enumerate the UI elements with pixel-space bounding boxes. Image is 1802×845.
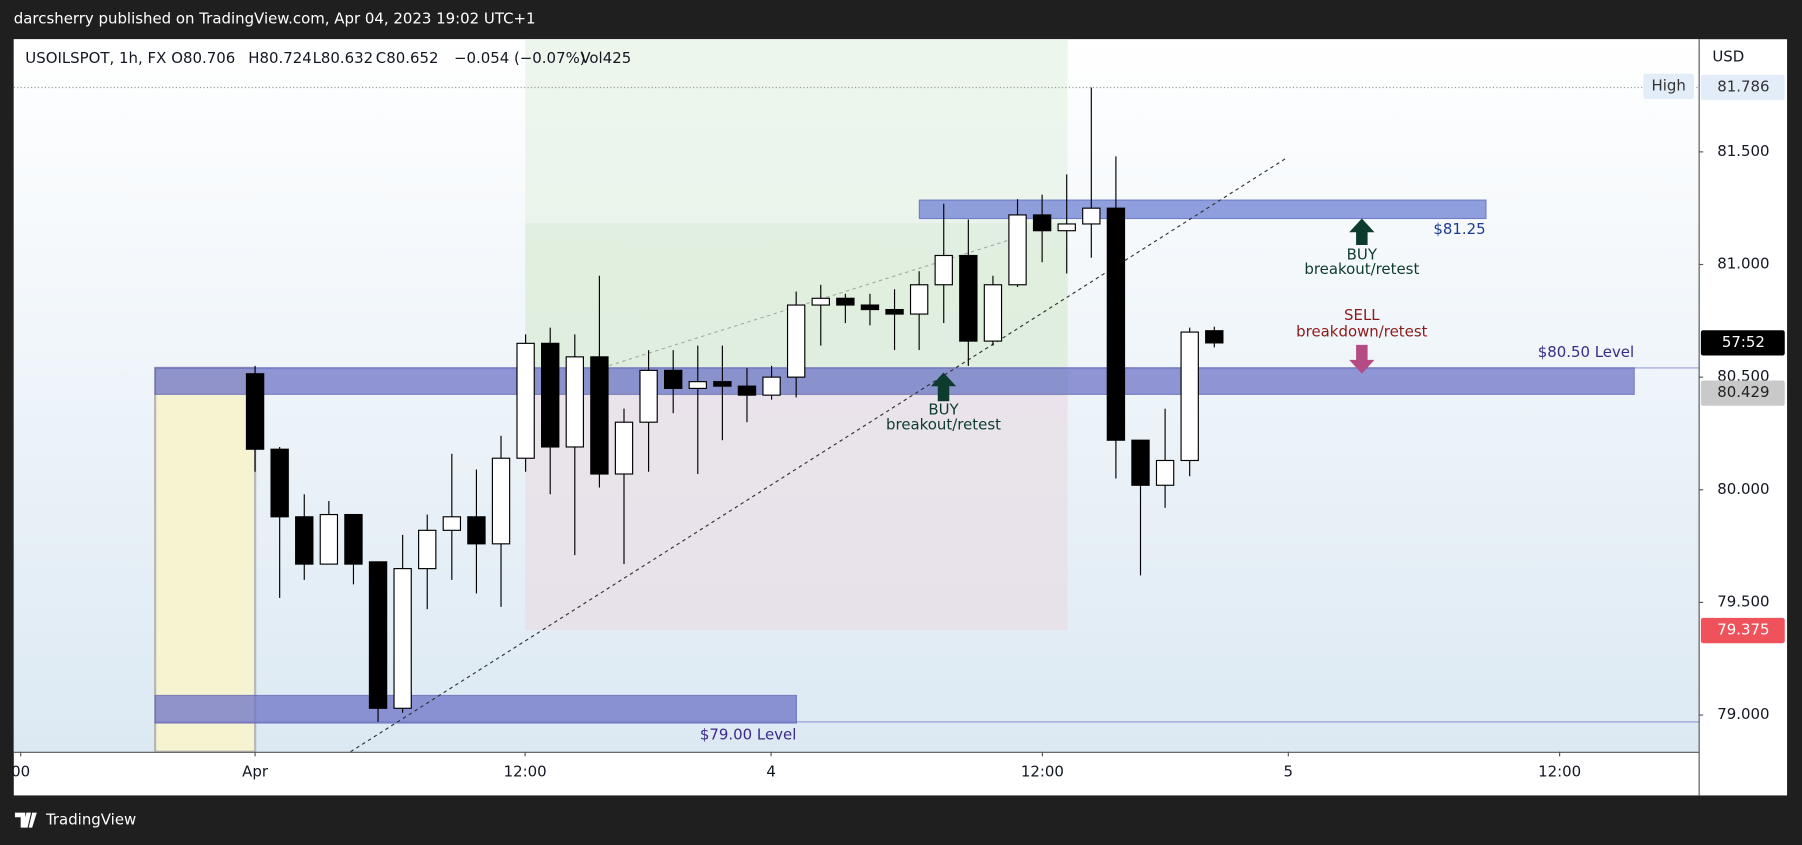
high-marker: High — [1652, 76, 1686, 94]
x-tick-label: Apr — [242, 762, 269, 780]
volume: Vol425 — [580, 49, 631, 67]
candle-body — [762, 376, 781, 396]
candle-body — [786, 304, 806, 378]
buy-arrow — [930, 372, 957, 402]
annotation: BUY — [928, 400, 959, 418]
annotation: $81.25 — [1433, 220, 1485, 238]
pivot-zone — [154, 367, 1635, 395]
candle-body — [737, 385, 757, 396]
candle-body — [344, 513, 363, 565]
legend: USOILSPOT, 1h, FX O80.706 H80.724 L80.63… — [25, 49, 631, 67]
ohlc-high: H80.724 — [248, 49, 311, 67]
x-tick-label: 00 — [11, 762, 30, 780]
annotation: SELL — [1344, 306, 1380, 324]
ohlc-close: C80.652 — [376, 49, 439, 67]
publisher: darcsherry published on TradingView.com,… — [14, 10, 536, 28]
candle-body — [442, 516, 462, 531]
buy-arrow — [1349, 218, 1375, 245]
candle-body — [418, 529, 437, 570]
candle-body — [1131, 439, 1150, 486]
candle-body — [836, 297, 855, 306]
annotation: BUY — [1347, 245, 1378, 263]
price-tag — [1700, 617, 1785, 644]
trend-line — [350, 157, 1288, 752]
y-tick-label: 81.500 — [1717, 142, 1769, 160]
candle-body — [295, 516, 314, 565]
candle-body — [614, 421, 634, 475]
price-tag-label: 81.786 — [1717, 77, 1769, 95]
candle-body — [639, 369, 658, 423]
price-tag — [1700, 380, 1785, 406]
candle-body — [959, 254, 978, 342]
y-tick-label: 80.000 — [1717, 480, 1769, 498]
drawings — [13, 39, 1699, 752]
annotation: breakout/retest — [1304, 260, 1419, 278]
candle-body — [1057, 223, 1076, 232]
candle-body — [909, 284, 929, 315]
x-tick-label: 12:00 — [504, 762, 547, 780]
candle-body — [590, 356, 609, 475]
time-axis: 00 Apr 12:00 4 12:00 5 12:00 — [11, 751, 1581, 780]
candle-body — [934, 254, 953, 286]
price-axis: 79.00079.50080.00080.50081.00081.50081.7… — [1698, 74, 1785, 723]
candle-body — [541, 342, 560, 448]
price-tag-label: 79.375 — [1717, 621, 1769, 639]
symbol: USOILSPOT, 1h, FX — [25, 49, 166, 67]
candle-body — [688, 381, 707, 389]
footer: TradingView — [14, 811, 136, 829]
candle-body — [860, 304, 880, 311]
x-tick-label: 5 — [1284, 762, 1294, 780]
x-tick-label: 12:00 — [1021, 762, 1064, 780]
candle-body — [516, 342, 535, 459]
y-tick-label: 81.000 — [1717, 254, 1769, 272]
sell-arrow — [1349, 344, 1375, 374]
candle-body — [368, 561, 388, 709]
price-tag-label: 57:52 — [1722, 333, 1765, 351]
candle-body — [1106, 207, 1126, 441]
ohlc-low: L80.632 — [313, 49, 374, 67]
candle-body — [319, 513, 339, 565]
annotation: breakdown/retest — [1296, 322, 1427, 340]
candle-body — [1008, 214, 1027, 286]
annotation: breakout/retest — [886, 415, 1001, 433]
candle-body — [491, 457, 511, 545]
candle-body — [1155, 459, 1175, 486]
candle-body — [983, 284, 1003, 342]
logo — [14, 812, 37, 828]
candle-body — [565, 356, 585, 448]
high-marker-box — [1643, 73, 1694, 99]
session-box — [153, 366, 257, 752]
candle-body — [467, 516, 486, 545]
change: −0.054 (−0.07%) — [454, 49, 586, 67]
candle-body — [245, 373, 265, 450]
price-tag — [1700, 330, 1785, 356]
candle-body — [663, 369, 683, 389]
candle-body — [1180, 331, 1199, 462]
annotation: $79.00 Level — [700, 726, 796, 744]
price-tag — [1700, 74, 1785, 101]
y-tick-label: 79.000 — [1717, 705, 1769, 723]
ohlc-open: O80.706 — [171, 49, 235, 67]
candle-body — [1032, 214, 1052, 232]
candle-body — [811, 297, 830, 306]
brand: TradingView — [45, 811, 136, 829]
candle-body — [1082, 207, 1101, 225]
candle-body — [885, 308, 904, 315]
candle-body — [270, 448, 289, 518]
resistance-zone — [918, 199, 1487, 220]
y-tick-label: 79.500 — [1717, 592, 1769, 610]
target-zone — [525, 39, 1068, 224]
candle-body — [1205, 330, 1224, 344]
candle-body — [713, 381, 732, 387]
support-zone — [154, 694, 797, 724]
candle-body — [393, 568, 412, 709]
x-tick-label: 4 — [766, 762, 776, 780]
axis-unit: USD — [1712, 48, 1744, 66]
candles — [245, 87, 1224, 722]
price-tag-label: 80.429 — [1717, 383, 1769, 401]
x-tick-label: 12:00 — [1538, 762, 1581, 780]
annotation: $80.50 Level — [1538, 343, 1634, 361]
